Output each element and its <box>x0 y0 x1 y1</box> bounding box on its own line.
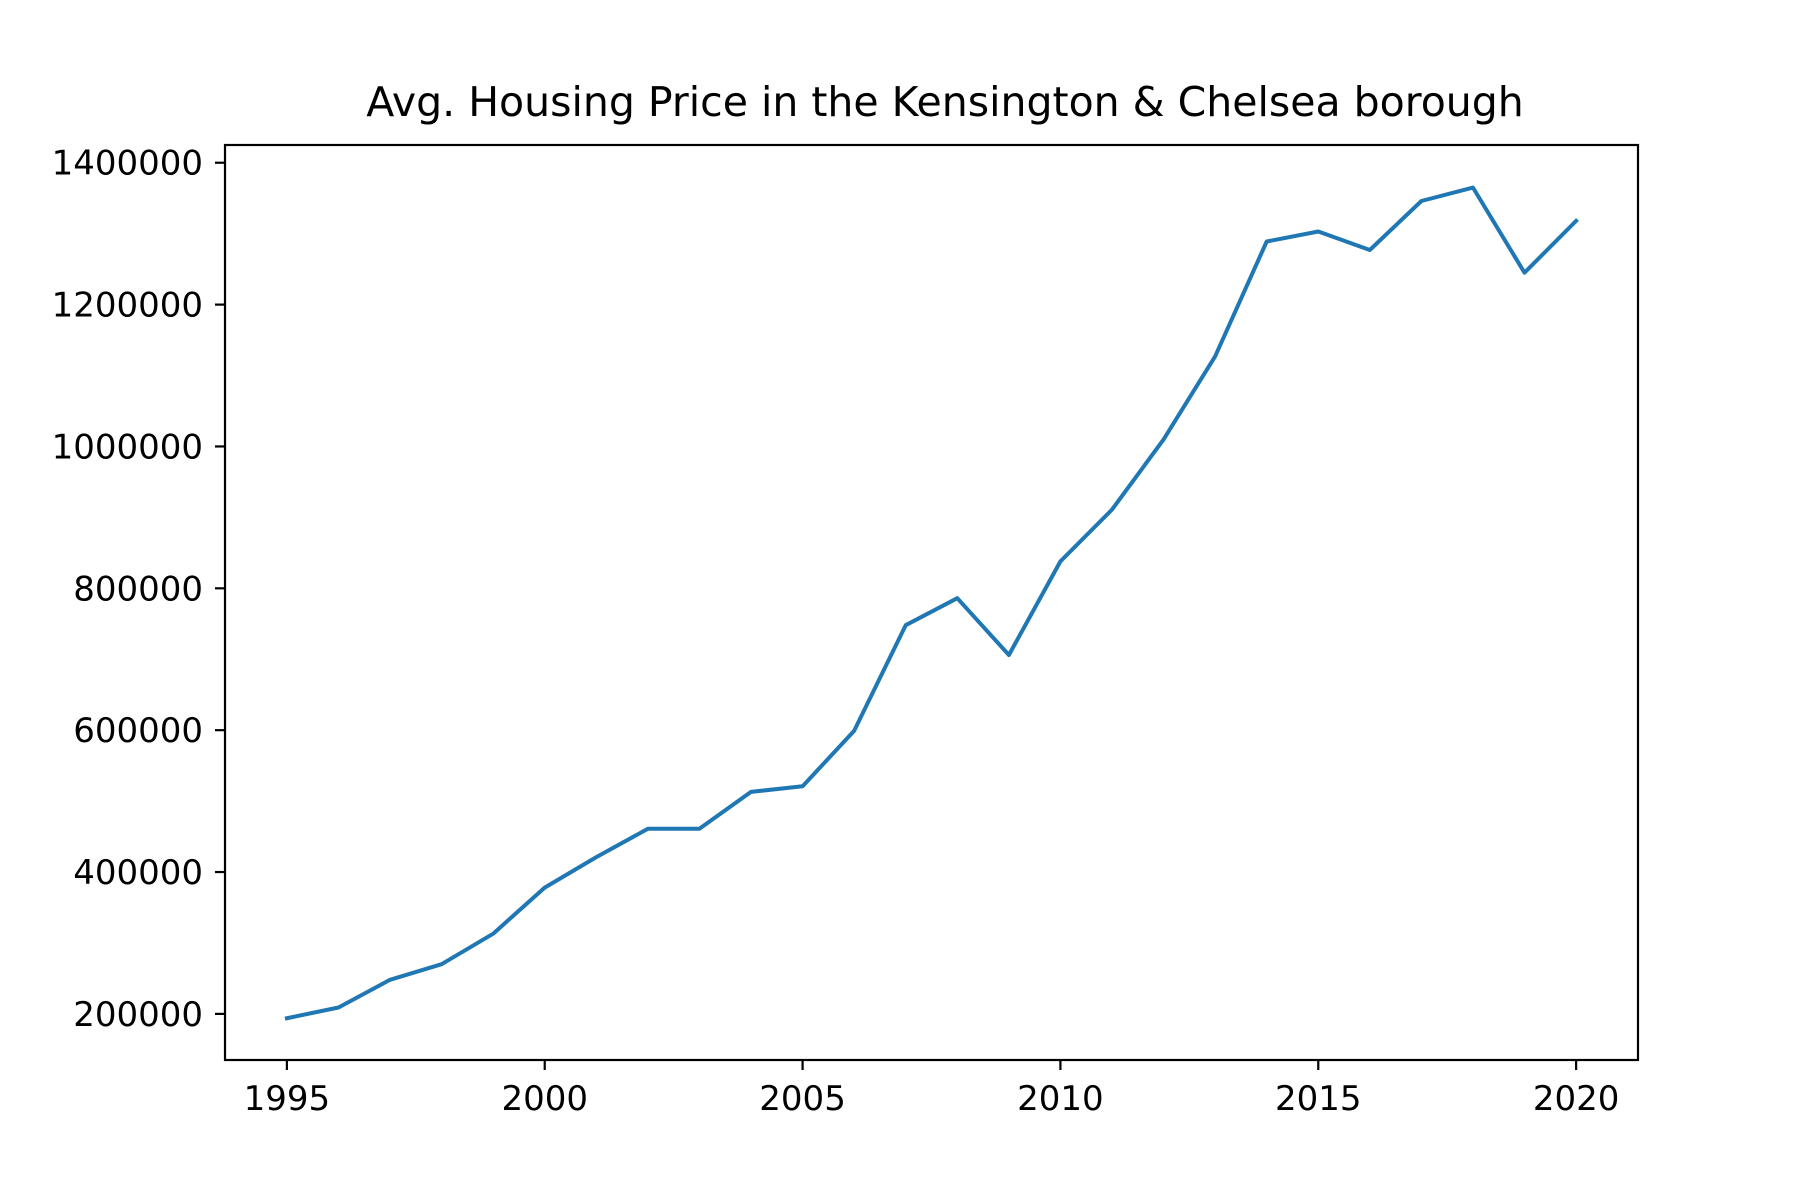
x-tick-label: 2005 <box>759 1079 846 1119</box>
x-tick-label: 2020 <box>1533 1079 1620 1119</box>
y-tick-label: 400000 <box>73 853 203 893</box>
x-tick-label: 2010 <box>1017 1079 1104 1119</box>
y-tick-label: 1000000 <box>52 427 203 467</box>
x-tick-label: 2000 <box>501 1079 588 1119</box>
y-tick-label: 200000 <box>73 995 203 1035</box>
series-layer <box>284 185 1579 1021</box>
y-tick-label: 800000 <box>73 569 203 609</box>
x-tick-label: 1995 <box>244 1079 331 1119</box>
y-tick-label: 1200000 <box>52 286 203 326</box>
x-tick-label: 2015 <box>1275 1079 1362 1119</box>
chart-title: Avg. Housing Price in the Kensington & C… <box>366 78 1524 126</box>
x-axis: 1995 2000 2005 2010 2015 2020 <box>244 1060 1620 1119</box>
y-tick-label: 1400000 <box>52 144 203 184</box>
plot-frame <box>223 143 1640 1062</box>
y-tick-label: 600000 <box>73 711 203 751</box>
y-axis: 200000 400000 600000 800000 1000000 1200000 14… <box>52 144 225 1035</box>
series-line <box>284 185 1579 1021</box>
